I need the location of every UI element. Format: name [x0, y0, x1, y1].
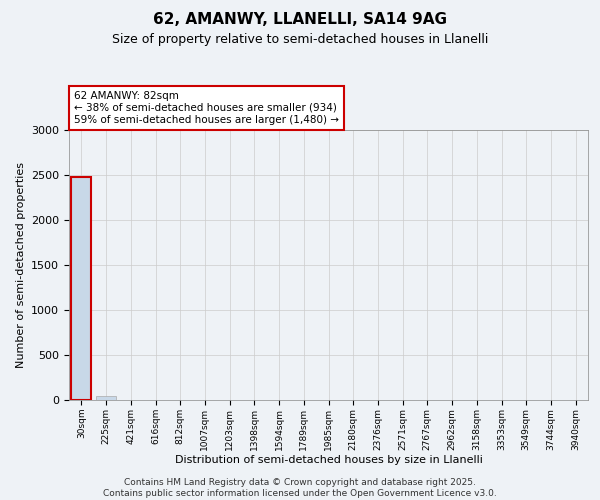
X-axis label: Distribution of semi-detached houses by size in Llanelli: Distribution of semi-detached houses by …: [175, 456, 482, 466]
Text: Contains HM Land Registry data © Crown copyright and database right 2025.
Contai: Contains HM Land Registry data © Crown c…: [103, 478, 497, 498]
Bar: [96, 396, 116, 400]
Text: Size of property relative to semi-detached houses in Llanelli: Size of property relative to semi-detach…: [112, 32, 488, 46]
Bar: [71, 177, 91, 400]
Y-axis label: Number of semi-detached properties: Number of semi-detached properties: [16, 162, 26, 368]
Text: 62, AMANWY, LLANELLI, SA14 9AG: 62, AMANWY, LLANELLI, SA14 9AG: [153, 12, 447, 28]
Text: 62 AMANWY: 82sqm
← 38% of semi-detached houses are smaller (934)
59% of semi-det: 62 AMANWY: 82sqm ← 38% of semi-detached …: [74, 92, 339, 124]
